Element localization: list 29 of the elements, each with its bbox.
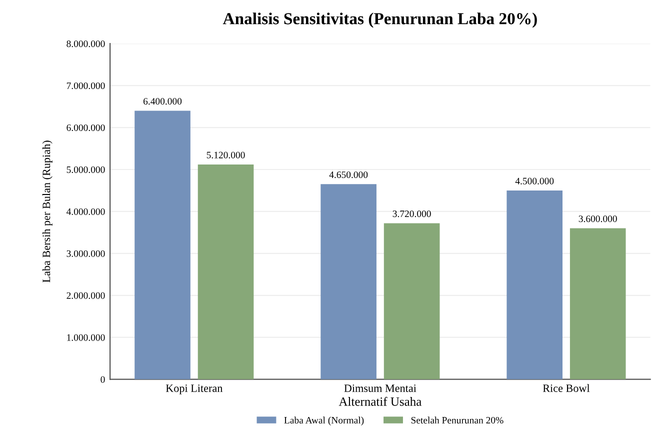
y-tick-label: 1.000.000 [67, 334, 105, 341]
x-tick-label: Dimsum Mentai [344, 384, 416, 392]
data-label: 3.600.000 [578, 216, 617, 222]
data-label: 4.500.000 [515, 178, 554, 184]
bar [570, 228, 626, 380]
y-tick-label: 7.000.000 [66, 82, 105, 90]
data-label: 4.650.000 [329, 171, 368, 178]
bar [134, 110, 190, 380]
y-tick-label: 6.000.000 [66, 124, 105, 132]
data-label: 5.120.000 [206, 152, 245, 158]
y-tick-label: 3.000.000 [66, 250, 105, 257]
x-tick-label: Rice Bowl [542, 384, 590, 392]
y-tick-label: 0 [100, 376, 105, 383]
x-tick-label: Kopi Literan [166, 384, 223, 394]
bar [506, 190, 563, 380]
y-tick-label: 5.000.000 [66, 166, 105, 174]
legend-label: Laba Awal (Normal) [284, 416, 364, 426]
y-tick-label: 4.000.000 [66, 208, 105, 215]
legend-label: Setelah Penurunan 20% [411, 416, 504, 424]
data-label: 6.400.000 [143, 98, 182, 105]
chart-title: Analisis Sensitivitas (Penurunan Laba 20%) [222, 12, 537, 28]
bar [198, 164, 254, 380]
bar [320, 184, 376, 380]
y-axis-title: Laba Bersih per Bulan (Rupiah) [42, 140, 52, 282]
y-tick-label: 2.000.000 [66, 292, 105, 299]
y-tick-label: 8.000.000 [66, 40, 105, 48]
x-axis-title: Alternatif Usaha [338, 396, 422, 406]
data-label: 3.720.000 [392, 210, 431, 218]
bar [384, 223, 440, 380]
